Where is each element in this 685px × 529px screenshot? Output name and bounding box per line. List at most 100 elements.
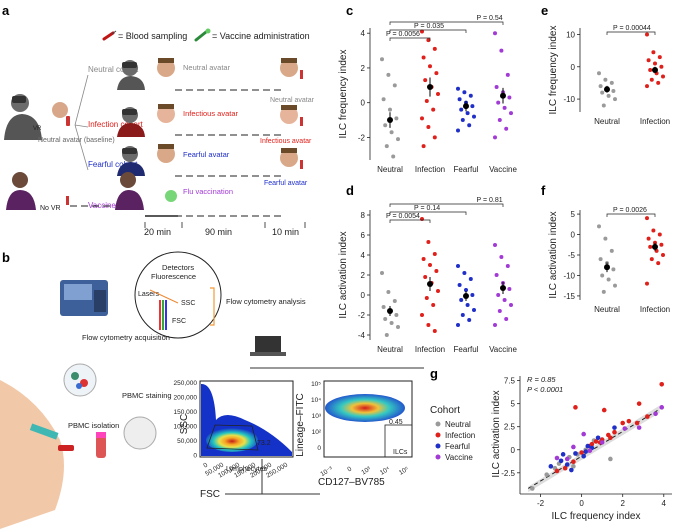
y-tick-label: -2 [358, 311, 366, 320]
vaccine-icon [194, 28, 211, 42]
legend-title: Cohort [430, 405, 460, 416]
chart-c: -2 0 2 4 ILC frequency index Neutral Infection… [338, 15, 517, 174]
data-point-neutral [600, 90, 605, 95]
data-point-infection [654, 248, 659, 253]
arm-icon [0, 380, 74, 529]
panel-a: a = Blood sampling = Vaccine administrat… [2, 3, 315, 237]
y-axis-title: ILC frequency index [338, 50, 349, 139]
data-point-vaccine [653, 411, 658, 417]
mean-marker [604, 86, 610, 93]
x-tick-label: Infection [415, 345, 445, 354]
data-point-infection [656, 261, 661, 266]
x-tick-label: Neutral [377, 345, 403, 354]
data-point-vaccine [493, 243, 497, 247]
infectious-avatar-label: Infectious avatar [183, 109, 239, 118]
data-point-neutral [380, 271, 384, 275]
y-tick-label: 0 [511, 446, 516, 455]
panel-e-label: e [541, 3, 548, 18]
data-point-infection [648, 244, 653, 249]
y-tick-label: 5 [571, 210, 576, 219]
data-point-neutral [389, 321, 394, 325]
data-point-infection [420, 313, 424, 317]
data-point-fearful [585, 443, 591, 449]
panel-f-label: f [541, 183, 546, 198]
data-point-infection [421, 55, 426, 60]
x-tick-label: Vaccine [489, 345, 517, 354]
data-point-infection [420, 217, 424, 221]
no-vr-label: No VR [40, 205, 61, 212]
laser-lines [149, 289, 179, 330]
y-tick-label: 2 [361, 271, 366, 280]
significance-bracket [389, 21, 504, 25]
data-point-neutral [571, 464, 576, 469]
lin-tick: 10⁴ [311, 397, 321, 404]
data-point-neutral [609, 80, 614, 85]
p-value-p1: P = 0.0054 [386, 213, 420, 220]
fluorescence-label: Fluorescence [151, 272, 196, 281]
legend-marker-infection [435, 432, 441, 438]
data-point-vaccine [494, 85, 499, 90]
panel-g-label: g [430, 366, 438, 381]
x-tick-label: Infection [640, 117, 670, 126]
data-point-infection [645, 281, 649, 286]
data-point-neutral [608, 456, 613, 462]
y-tick-label: -2.5 [501, 469, 515, 478]
pbmc-staining-label: PBMC staining [122, 391, 172, 400]
y-axis-title: ILC activation index [548, 211, 559, 298]
data-point-infection [634, 420, 640, 426]
y-tick-label: 7.5 [504, 377, 516, 386]
data-point-infection [659, 381, 665, 387]
data-point-infection [648, 68, 653, 72]
data-point-infection [589, 441, 595, 447]
data-point-neutral [396, 325, 400, 329]
data-point-infection [571, 459, 576, 465]
flow-acquisition-label: Flow cytometry acquisition [82, 333, 170, 342]
p-value-p1: P = 0.0026 [613, 207, 647, 214]
data-point-infection [651, 228, 656, 233]
fearful-cohort-label: Fearful cohort [88, 160, 138, 169]
data-point-vaccine [505, 264, 510, 268]
p-value: P < 0.0001 [527, 385, 563, 394]
data-point-fearful [456, 264, 460, 268]
data-point-infection [436, 92, 440, 96]
data-point-fearful [460, 118, 465, 123]
fsc-axis-title: FSC [200, 489, 220, 500]
y-tick-label: -10 [563, 271, 575, 280]
data-point-infection [562, 465, 568, 471]
syringe-icon [102, 30, 117, 41]
data-point-neutral [606, 93, 611, 98]
baseline-person-icon [4, 94, 70, 140]
ssc-axis-title: SSC [179, 414, 190, 435]
lasers-label: Lasers [138, 291, 160, 298]
data-point-neutral [613, 283, 617, 288]
detector-diagram [134, 251, 222, 339]
y-tick-label: 2 [361, 64, 366, 73]
infection-row [117, 104, 303, 137]
data-point-fearful [581, 453, 586, 459]
cohort-branches [74, 74, 89, 171]
data-point-infection [426, 125, 431, 129]
data-point-neutral [609, 248, 614, 253]
data-point-fearful [583, 449, 589, 454]
data-point-vaccine [659, 405, 665, 410]
data-point-fearful [612, 425, 617, 430]
y-tick-label: 8 [361, 211, 366, 220]
data-point-infection [620, 420, 626, 426]
legend-marker-neutral [435, 421, 441, 427]
y-tick-label: 2.5 [504, 423, 516, 432]
significance-bracket [389, 37, 431, 41]
y-tick-label: 0 [361, 291, 366, 300]
data-point-vaccine [636, 425, 642, 430]
data-point-infection [428, 64, 432, 69]
data-point-vaccine [493, 135, 497, 140]
data-point-infection [579, 450, 584, 455]
data-point-infection [653, 61, 657, 66]
bracket [210, 287, 215, 326]
y-tick-label: -15 [563, 292, 575, 301]
y-tick-label: 6 [361, 231, 366, 240]
data-point-infection [645, 32, 649, 37]
data-point-infection [432, 135, 437, 140]
fearful-avatar-end-label: Fearful avatar [264, 180, 308, 187]
legend-marker-fearful [435, 443, 441, 449]
